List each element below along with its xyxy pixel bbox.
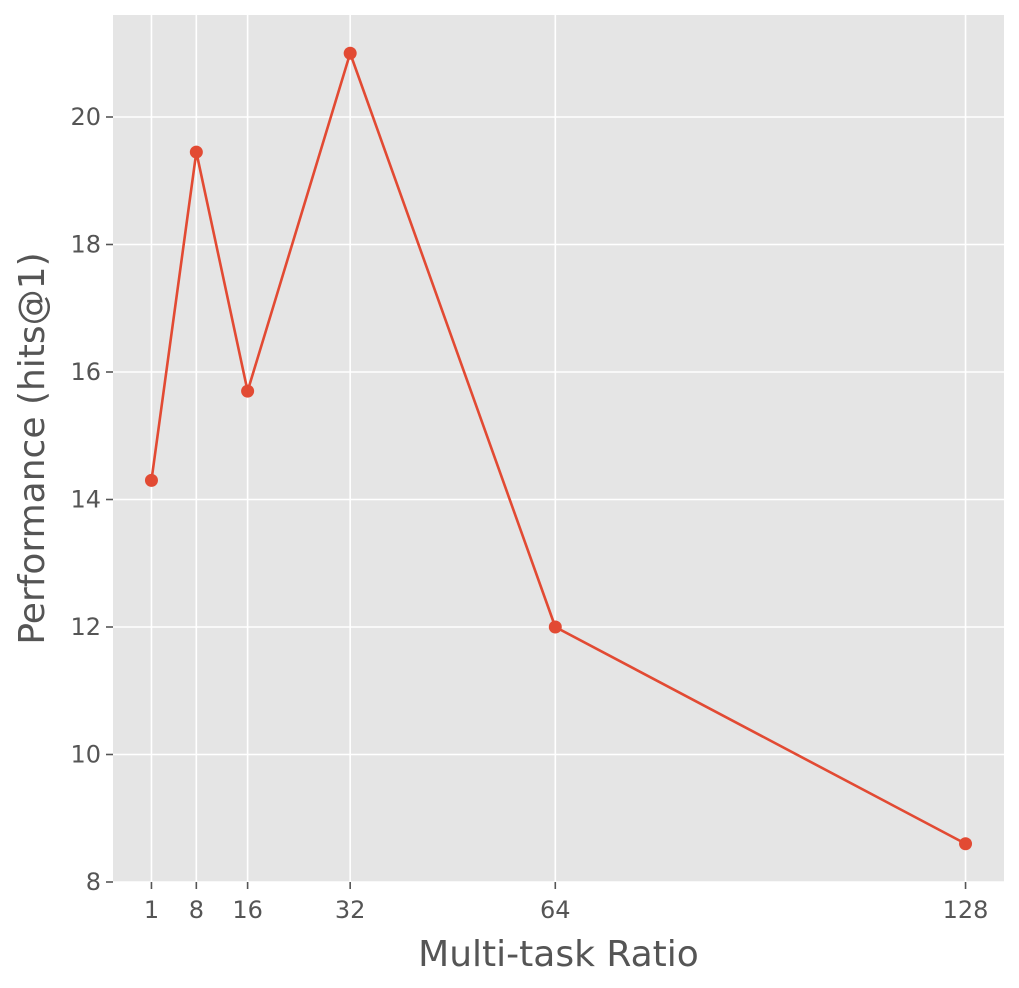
series-line [150,51,967,845]
y-tick-label: 16 [70,358,101,386]
x-tick-label: 32 [335,896,366,924]
y-tick-label: 20 [70,103,101,131]
x-tick-label: 64 [540,896,571,924]
y-axis-label: Performance (hits@1) [12,252,53,644]
y-tick-label: 8 [86,868,101,896]
y-tick-label: 12 [70,613,101,641]
x-tick-label: 16 [232,896,263,924]
data-point [548,620,562,634]
data-point [241,384,255,398]
data-point [144,473,158,487]
x-tick-label: 1 [144,896,159,924]
data-point [959,837,973,851]
data-point [189,145,203,159]
series-points [144,46,973,851]
x-tick-label: 8 [189,896,204,924]
series-lines [150,51,967,845]
plot-background [113,15,1004,882]
data-point [343,46,357,60]
y-tick-label: 18 [70,231,101,259]
y-tick-label: 14 [70,486,101,514]
x-axis-label: Multi-task Ratio [418,934,699,975]
x-tick-label: 128 [943,896,989,924]
y-tick-label: 10 [70,741,101,769]
grid-lines [113,15,1004,883]
